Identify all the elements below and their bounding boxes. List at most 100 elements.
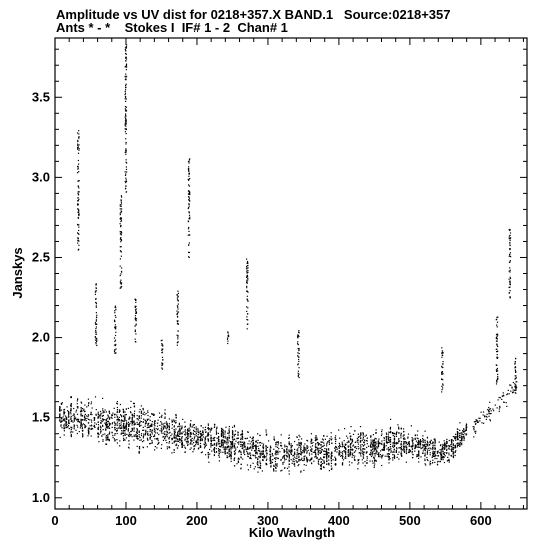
data-point bbox=[81, 415, 83, 417]
data-point bbox=[326, 463, 328, 465]
y-tick-label: 3.0 bbox=[32, 169, 50, 184]
data-point bbox=[177, 323, 179, 325]
data-point bbox=[134, 423, 137, 425]
data-point bbox=[134, 298, 136, 300]
data-point bbox=[223, 441, 225, 443]
data-point bbox=[327, 441, 329, 443]
data-point bbox=[375, 441, 377, 444]
data-point bbox=[151, 413, 153, 415]
data-point bbox=[100, 427, 102, 429]
data-point bbox=[187, 228, 190, 230]
data-point bbox=[230, 458, 232, 460]
data-point bbox=[284, 444, 286, 446]
data-point bbox=[161, 416, 163, 418]
data-point bbox=[138, 447, 140, 449]
data-point bbox=[446, 441, 448, 443]
data-point bbox=[61, 427, 63, 429]
data-point bbox=[450, 445, 452, 447]
data-point bbox=[375, 438, 377, 440]
data-point bbox=[107, 420, 109, 422]
data-point bbox=[373, 439, 375, 441]
data-point bbox=[114, 424, 116, 426]
data-point bbox=[389, 426, 392, 428]
data-point bbox=[203, 447, 206, 449]
data-point bbox=[226, 440, 228, 442]
data-point bbox=[120, 220, 122, 223]
data-point bbox=[78, 244, 80, 246]
data-point bbox=[451, 448, 453, 450]
data-point bbox=[360, 453, 362, 455]
data-point bbox=[247, 313, 249, 315]
data-point bbox=[283, 451, 285, 454]
data-point bbox=[509, 229, 511, 232]
data-point bbox=[201, 439, 204, 441]
data-point bbox=[119, 246, 121, 248]
data-point bbox=[273, 439, 276, 441]
data-point bbox=[393, 454, 395, 456]
data-point bbox=[161, 429, 163, 431]
data-point bbox=[186, 432, 189, 434]
data-point bbox=[385, 438, 387, 440]
data-point bbox=[496, 344, 498, 346]
data-point bbox=[162, 428, 164, 430]
data-point bbox=[120, 255, 122, 257]
data-point bbox=[361, 444, 363, 446]
data-point bbox=[119, 238, 121, 240]
data-point bbox=[124, 94, 126, 96]
data-point bbox=[393, 432, 395, 434]
data-point bbox=[210, 436, 212, 438]
data-point bbox=[330, 460, 332, 462]
data-point bbox=[246, 318, 248, 321]
data-point bbox=[102, 420, 104, 422]
data-point bbox=[77, 146, 79, 148]
data-point bbox=[327, 452, 329, 454]
data-point bbox=[87, 416, 89, 418]
data-point bbox=[306, 445, 308, 447]
data-point bbox=[279, 451, 281, 453]
data-point bbox=[485, 418, 487, 420]
data-point bbox=[514, 378, 516, 380]
data-point bbox=[340, 445, 342, 448]
data-point bbox=[306, 451, 308, 453]
data-point bbox=[230, 457, 232, 459]
data-point bbox=[261, 452, 263, 454]
data-point bbox=[125, 179, 127, 181]
data-point bbox=[311, 448, 313, 450]
data-point bbox=[125, 425, 127, 427]
data-point bbox=[168, 442, 170, 444]
data-point bbox=[346, 442, 348, 444]
data-point bbox=[373, 456, 375, 458]
data-point bbox=[247, 447, 249, 449]
data-point bbox=[249, 466, 252, 468]
data-point bbox=[125, 191, 128, 193]
data-point bbox=[233, 435, 235, 437]
data-point bbox=[283, 455, 285, 457]
data-point bbox=[145, 421, 147, 423]
data-point bbox=[488, 411, 490, 413]
data-point bbox=[370, 435, 372, 438]
data-point bbox=[440, 458, 443, 460]
data-point bbox=[463, 428, 465, 430]
data-point bbox=[512, 381, 514, 384]
data-point bbox=[377, 441, 379, 443]
data-point bbox=[184, 425, 186, 427]
data-point bbox=[232, 447, 234, 449]
data-point bbox=[362, 448, 364, 450]
data-point bbox=[246, 260, 249, 263]
data-point bbox=[412, 454, 414, 456]
data-point bbox=[384, 446, 386, 448]
data-point bbox=[409, 451, 411, 453]
data-point bbox=[107, 437, 109, 439]
data-point bbox=[496, 368, 498, 371]
data-point bbox=[160, 340, 162, 342]
data-point bbox=[206, 435, 208, 437]
data-point bbox=[280, 442, 282, 444]
data-point bbox=[130, 400, 132, 402]
data-point bbox=[154, 435, 156, 437]
data-point bbox=[101, 435, 103, 437]
data-point bbox=[229, 454, 231, 456]
data-point bbox=[461, 432, 463, 434]
data-point bbox=[432, 459, 434, 461]
data-point bbox=[514, 387, 516, 389]
data-point bbox=[459, 440, 461, 442]
